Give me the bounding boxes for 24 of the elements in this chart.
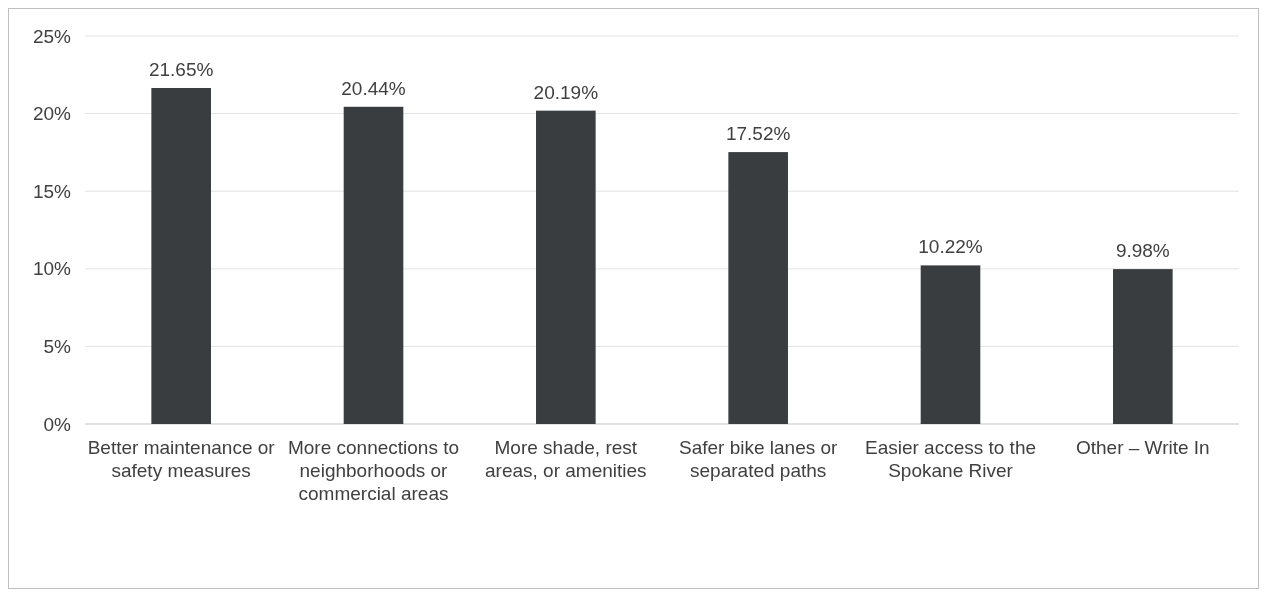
y-tick-label: 15%: [32, 180, 72, 202]
data-label: 10.22%: [918, 236, 983, 258]
data-label: 20.44%: [341, 77, 406, 99]
x-tick-label: More connections to neighborhoods or commercial areas: [287, 437, 460, 504]
bar: [343, 106, 404, 424]
data-label: 9.98%: [1115, 240, 1170, 262]
x-tick-label: Other – Write In: [1075, 437, 1210, 458]
data-label: 17.52%: [725, 123, 791, 145]
x-tick-label: Better maintenance or safety measures: [87, 437, 276, 481]
y-tick-label: 25%: [32, 25, 72, 47]
bar: [1113, 269, 1173, 424]
bar: [151, 87, 211, 424]
bar: [536, 110, 596, 424]
data-label: 20.19%: [533, 81, 599, 103]
y-tick-label: 20%: [32, 103, 72, 125]
data-label: 21.65%: [148, 58, 214, 80]
x-tick-label: Easier access to the Spokane River: [864, 437, 1037, 481]
x-tick-label: More shade, rest areas, or amenities: [485, 437, 647, 481]
y-tick-label: 10%: [32, 258, 72, 280]
y-tick-label: 0%: [43, 413, 72, 435]
bar: [728, 152, 788, 424]
bar: [920, 265, 981, 424]
y-tick-label: 5%: [43, 336, 72, 358]
x-tick-label: Safer bike lanes or separated paths: [678, 437, 839, 481]
